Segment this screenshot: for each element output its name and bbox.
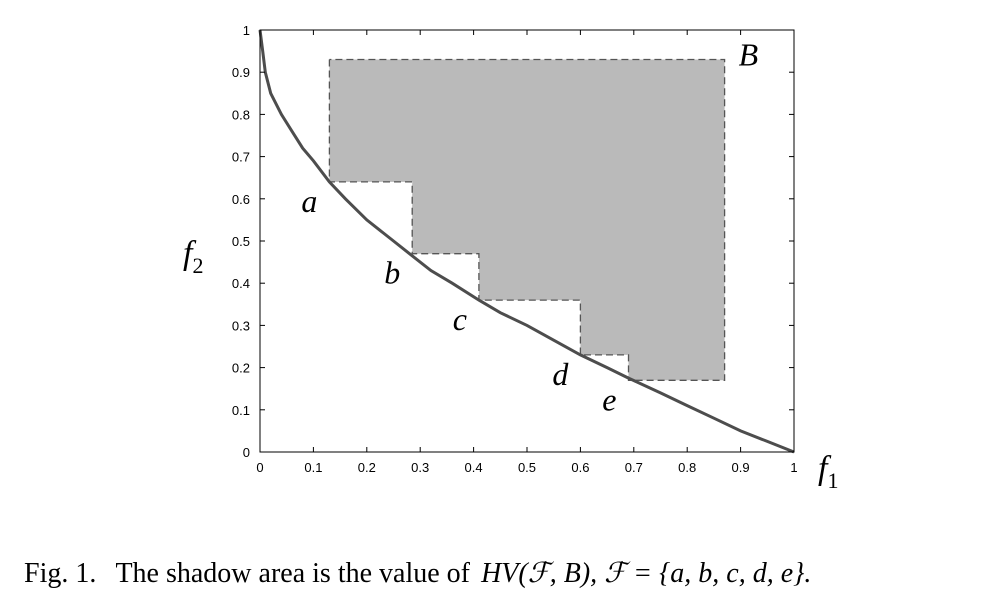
hypervolume-shaded-region: [329, 59, 725, 381]
caption-math: HV(ℱ, B), ℱ = {a, b, c, d, e}.: [480, 558, 811, 589]
x-tick-label: 0.2: [358, 460, 376, 475]
figure-caption: Fig. 1. The shadow area is the value of …: [24, 558, 811, 589]
plot-area: 0 0.1 0.2 0.3 0.4 0.5 0.6 0.7 0.8 0.9 1 0 0.1 0.2 0.3…: [232, 23, 798, 475]
x-tick-label: 0.9: [732, 460, 750, 475]
caption-prefix: Fig. 1.: [24, 558, 96, 589]
point-label-d: d: [552, 356, 569, 392]
point-label-e: e: [602, 381, 616, 417]
x-tick-label: 1: [790, 460, 797, 475]
reference-point-label: B: [739, 37, 759, 73]
y-tick-label: 0.7: [232, 150, 250, 165]
y-tick-label: 0: [243, 445, 250, 460]
y-tick-label: 0.9: [232, 65, 250, 80]
point-label-b: b: [384, 255, 400, 291]
x-tick-label: 0.1: [304, 460, 322, 475]
point-label-c: c: [453, 301, 467, 337]
y-axis-label: f2: [183, 235, 203, 278]
y-tick-label: 0.4: [232, 276, 250, 291]
y-tick-label: 0.6: [232, 192, 250, 207]
x-tick-label: 0.4: [465, 460, 483, 475]
caption-text: The shadow area is the value of: [115, 558, 470, 589]
y-tick-label: 1: [243, 23, 250, 38]
point-label-a: a: [301, 183, 317, 219]
x-tick-label: 0: [256, 460, 263, 475]
y-axis-ticks: 0 0.1 0.2 0.3 0.4 0.5 0.6 0.7 0.8 0.9 1: [232, 23, 794, 460]
y-tick-label: 0.1: [232, 403, 250, 418]
x-tick-label: 0.3: [411, 460, 429, 475]
x-tick-label: 0.5: [518, 460, 536, 475]
y-tick-label: 0.2: [232, 361, 250, 376]
pareto-front-curve: [258, 29, 795, 454]
dashed-staircase-boundary: [328, 58, 726, 381]
point-labels: a b c de: [301, 183, 616, 417]
y-tick-label: 0.3: [232, 318, 250, 333]
x-tick-label: 0.8: [678, 460, 696, 475]
y-tick-label: 0.8: [232, 107, 250, 122]
y-tick-label: 0.5: [232, 234, 250, 249]
x-axis-label: f1: [818, 450, 838, 493]
x-axis-ticks: 0 0.1 0.2 0.3 0.4 0.5 0.6 0.7 0.8 0.9 1: [256, 30, 798, 475]
x-tick-label: 0.7: [625, 460, 643, 475]
x-tick-label: 0.6: [571, 460, 589, 475]
